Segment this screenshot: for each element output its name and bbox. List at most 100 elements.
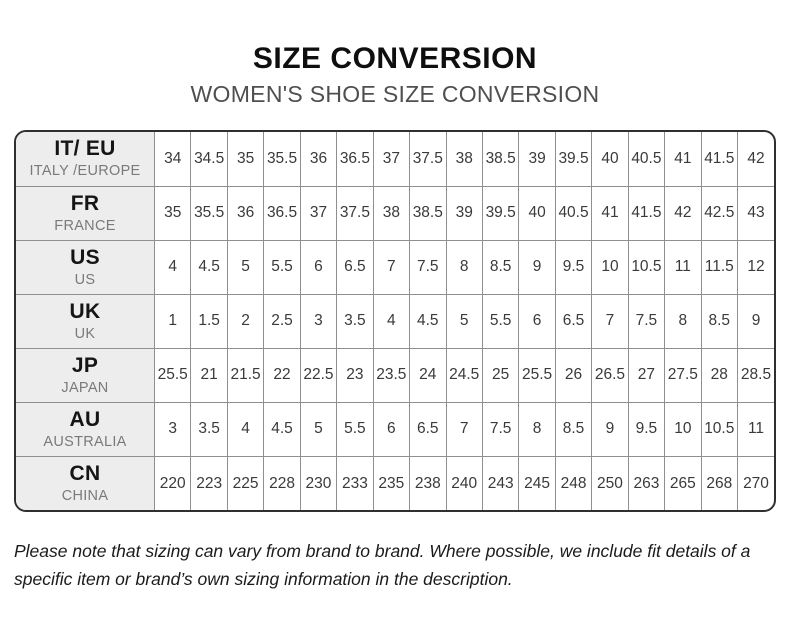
region-name: AUSTRALIA: [43, 433, 127, 450]
size-value-cell: 25.5: [154, 348, 192, 403]
size-value-cell: 39: [446, 186, 483, 241]
size-value-cell: 35: [227, 132, 265, 187]
size-value-cell: 9: [518, 240, 556, 295]
size-value-cell: 9.5: [555, 240, 593, 295]
size-value-cell: 35.5: [190, 186, 228, 241]
size-value-cell: 42: [664, 186, 702, 241]
size-value-cell: 3.5: [190, 402, 228, 457]
size-value-cell: 24: [409, 348, 447, 403]
size-value-cell: 223: [190, 456, 228, 511]
size-value-cell: 40: [518, 186, 556, 241]
size-value-cell: 23.5: [373, 348, 411, 403]
size-value-cell: 2: [227, 294, 265, 349]
size-value-cell: 11.5: [701, 240, 739, 295]
size-value-cell: 7.5: [409, 240, 447, 295]
size-value-cell: 225: [227, 456, 265, 511]
size-value-cell: 233: [336, 456, 374, 511]
size-value-cell: 10.5: [628, 240, 666, 295]
region-name: ITALY /EUROPE: [29, 163, 141, 180]
size-value-cell: 265: [664, 456, 702, 511]
size-value-cell: 8.5: [555, 402, 593, 457]
size-value-cell: 26: [555, 348, 593, 403]
size-value-cell: 42: [737, 132, 774, 187]
size-value-cell: 7: [373, 240, 411, 295]
size-value-cell: 270: [743, 474, 769, 492]
size-conversion-table: IT/ EU ITALY /EUROPE 34 34.5 35 35.5 36 36.5 37 3…: [16, 132, 774, 511]
size-value-cell: 8.5: [482, 240, 520, 295]
size-value-cell: 39.5: [482, 186, 520, 241]
region-code: JP: [71, 353, 99, 377]
region-name: JAPAN: [61, 379, 109, 396]
size-value-cell: 4: [154, 240, 192, 295]
size-value-cell: 3: [300, 294, 338, 349]
size-value-cell: 10.5: [701, 402, 739, 457]
size-value-cell: 35.5: [263, 132, 301, 187]
size-value-cell: 6.5: [409, 402, 447, 457]
size-value-cell: 34: [154, 132, 192, 187]
size-value-cell: 9.5: [628, 402, 666, 457]
size-value-cell: 240: [446, 456, 483, 511]
size-value-cell: 7: [446, 402, 483, 457]
size-value-cell: 5: [227, 240, 265, 295]
size-table-body: IT/ EU ITALY /EUROPE 34 34.5 35 35.5 36 36.5 37 3…: [16, 132, 774, 511]
size-value-cell: 3.5: [336, 294, 374, 349]
size-value-cell: 11: [664, 240, 702, 295]
size-value-cell: 26.5: [591, 348, 629, 403]
size-value-cell: 38: [446, 132, 483, 187]
size-value-cell: 5.5: [336, 402, 374, 457]
region-header-cell: IT/ EU ITALY /EUROPE: [16, 132, 155, 187]
size-value-cell: 36.5: [336, 132, 374, 187]
region-name: UK: [74, 325, 96, 342]
region-name: CHINA: [61, 487, 109, 504]
size-value-cell: 21.5: [227, 348, 265, 403]
size-value-cell: 4.5: [409, 294, 447, 349]
sizing-footnote: Please note that sizing can vary from br…: [14, 541, 751, 589]
size-value-cell: 37.5: [409, 132, 447, 187]
region-header-cell: US US: [16, 240, 155, 295]
size-value-cell: 7.5: [628, 294, 666, 349]
size-value-cell: 43: [737, 186, 774, 241]
table-row-cn: CN CHINA 220 223 225 228 230 233 235 238 240 243 245…: [16, 456, 774, 511]
size-value-cell: 36: [227, 186, 265, 241]
region-code: UK: [69, 299, 101, 323]
size-value-cell: 28: [701, 348, 739, 403]
size-value-cell: 5: [300, 402, 338, 457]
size-value-cell: 238: [409, 456, 447, 511]
region-code: US: [70, 245, 100, 269]
size-value-cell: 12: [737, 240, 774, 295]
region-header-cell: JP JAPAN: [16, 348, 155, 403]
size-value-cell: 38.5: [482, 132, 520, 187]
region-header-cell: UK UK: [16, 294, 155, 349]
table-row-au: AU AUSTRALIA 3 3.5 4 4.5 5 5.5 6 6.5 7 7.5 8 8.5 9 9.5 1…: [16, 402, 774, 457]
table-row-jp: JP JAPAN 25.5 21 21.5 22 22.5 23 23.5 24 24.5 25 25.…: [16, 348, 774, 403]
size-value-cell: 263: [628, 456, 666, 511]
size-value-cell: 10: [591, 240, 629, 295]
table-row-uk: UK UK 1 1.5 2 2.5 3 3.5 4 4.5 5 5.5 6 6.5 7 7.5 8 8.5 9: [16, 294, 774, 349]
region-code: AU: [69, 407, 101, 431]
size-value-cell: 21: [190, 348, 228, 403]
size-value-cell: 27.5: [664, 348, 702, 403]
region-header-cell: FR FRANCE: [16, 186, 155, 241]
size-value-cell: 25.5: [518, 348, 556, 403]
region-header-cell: CN CHINA: [16, 456, 155, 511]
size-value-cell: 6: [373, 402, 411, 457]
size-value-cell: 22: [263, 348, 301, 403]
size-value-cell: 41: [591, 186, 629, 241]
page-title: SIZE CONVERSION: [252, 42, 538, 75]
size-value-cell: 235: [373, 456, 411, 511]
size-value-cell: 4: [227, 402, 265, 457]
size-value-cell: 42.5: [701, 186, 739, 241]
size-value-cell: 243: [482, 456, 520, 511]
size-value-cell: 245: [518, 456, 556, 511]
size-value-cell: 22.5: [300, 348, 338, 403]
page-subtitle: WOMEN'S SHOE SIZE CONVERSION: [190, 81, 600, 107]
size-value-cell: 36.5: [263, 186, 301, 241]
size-value-cell: 41: [664, 132, 702, 187]
size-value-cell: 1: [154, 294, 192, 349]
size-value-cell: 37: [300, 186, 338, 241]
size-value-cell: 11: [737, 402, 774, 457]
size-value-cell: 248: [555, 456, 593, 511]
size-value-cell: 35: [154, 186, 192, 241]
size-value-cell: 24.5: [446, 348, 483, 403]
